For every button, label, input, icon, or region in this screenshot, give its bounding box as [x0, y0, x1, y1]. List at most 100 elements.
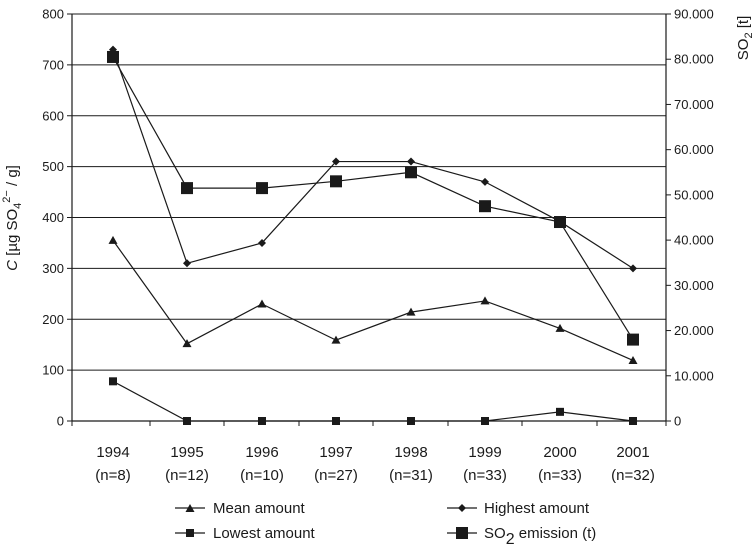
point-square-large	[256, 182, 268, 195]
series-group	[107, 45, 639, 425]
legend-label-mean: Mean amount	[213, 500, 306, 517]
point-square-small	[481, 417, 489, 425]
point-triangle	[108, 235, 118, 244]
point-square-small	[258, 417, 266, 425]
x-tick-sublabel: (n=32)	[611, 467, 655, 484]
series-line	[112, 240, 634, 362]
x-tick-sublabel: (n=31)	[389, 467, 433, 484]
legend-marker-square-small	[186, 529, 194, 537]
left-axis-tick-labels: 0 100 200 300 400 500 600 700 800	[42, 7, 72, 429]
point-square-small	[556, 407, 564, 416]
left-tick-label: 0	[57, 414, 64, 429]
point-diamond	[183, 259, 191, 268]
right-tick-label: 40.000	[674, 233, 714, 248]
point-triangle	[628, 355, 638, 364]
legend: Mean amount Highest amount Lowest amount…	[175, 500, 596, 548]
point-square-large	[554, 216, 566, 229]
left-tick-label: 700	[42, 57, 64, 72]
right-tick-label: 50.000	[674, 187, 714, 202]
legend-item-highest: Highest amount	[447, 500, 590, 517]
x-tick-label: 1997	[319, 444, 352, 461]
point-square-large	[479, 200, 491, 213]
x-tick-sublabel: (n=8)	[95, 467, 130, 484]
series-line	[112, 49, 634, 269]
point-triangle	[555, 323, 565, 332]
x-tick-label: 1996	[245, 444, 278, 461]
x-tick-sublabel: (n=27)	[314, 467, 358, 484]
series-line	[112, 56, 634, 340]
legend-label-so2-end: emission (t)	[515, 525, 597, 542]
legend-label-so2: SO2 emission (t)	[484, 525, 596, 548]
left-axis-title-sup: 2−	[1, 190, 13, 203]
x-axis-tick-labels: 1994 (n=8) 1995 (n=12) 1996 (n=10) 1997 (n=27) 1…	[71, 421, 667, 484]
series-1	[109, 45, 637, 273]
x-tick-label: 1995	[170, 444, 203, 461]
point-square-large	[405, 166, 417, 179]
left-axis-title-c: C	[4, 260, 21, 271]
point-triangle	[480, 296, 490, 305]
gridlines	[72, 13, 666, 371]
right-axis-title-end: [t]	[735, 16, 752, 33]
right-tick-label: 10.000	[674, 368, 714, 383]
x-tick-label: 1999	[468, 444, 501, 461]
left-tick-label: 600	[42, 108, 64, 123]
point-triangle	[182, 339, 192, 348]
point-diamond	[332, 157, 340, 166]
right-axis-title-sub: 2	[743, 32, 755, 38]
right-tick-label: 90.000	[674, 7, 714, 22]
point-diamond	[629, 264, 637, 273]
legend-marker-diamond	[458, 504, 466, 512]
right-axis-title-main: SO	[735, 39, 752, 61]
left-tick-label: 300	[42, 261, 64, 276]
right-tick-label: 20.000	[674, 323, 714, 338]
series-2	[109, 377, 637, 425]
left-tick-label: 100	[42, 363, 64, 378]
x-tick-label: 1998	[394, 444, 427, 461]
x-tick-label: 2000	[543, 444, 576, 461]
right-tick-label: 60.000	[674, 142, 714, 157]
legend-label-so2-sub: 2	[506, 531, 515, 548]
left-tick-label: 500	[42, 159, 64, 174]
legend-label-highest: Highest amount	[484, 500, 590, 517]
point-triangle	[331, 335, 341, 344]
point-square-small	[407, 417, 415, 425]
series-line	[112, 380, 634, 422]
right-axis-tick-labels: 0 10.000 20.000 30.000 40.000 50.000 60.000 70.…	[666, 7, 714, 429]
left-axis-title-sub: 4	[12, 203, 24, 209]
point-square-large	[107, 50, 119, 63]
legend-item-lowest: Lowest amount	[175, 525, 316, 542]
series-0	[108, 235, 638, 364]
x-tick-sublabel: (n=33)	[463, 467, 507, 484]
left-tick-label: 400	[42, 210, 64, 225]
point-square-large	[181, 182, 193, 195]
point-square-small	[629, 417, 637, 425]
right-tick-label: 70.000	[674, 97, 714, 112]
point-triangle	[406, 307, 416, 316]
left-tick-label: 200	[42, 312, 64, 327]
x-tick-sublabel: (n=10)	[240, 467, 284, 484]
legend-label-so2-main: SO	[484, 525, 506, 542]
x-tick-sublabel: (n=33)	[538, 467, 582, 484]
right-tick-label: 80.000	[674, 52, 714, 67]
point-square-small	[332, 417, 340, 425]
point-square-small	[183, 417, 191, 425]
right-axis-title: SO2 [t]	[735, 16, 755, 60]
right-tick-label: 0	[674, 414, 681, 429]
point-diamond	[258, 238, 266, 247]
point-square-large	[330, 175, 342, 188]
right-tick-label: 30.000	[674, 278, 714, 293]
point-square-large	[627, 333, 639, 346]
point-triangle	[257, 299, 267, 308]
left-axis-title-part: [µg SO	[4, 209, 21, 260]
left-axis-title: C [µg SO42− / g]	[1, 165, 24, 271]
series-3	[107, 50, 639, 346]
point-square-small	[109, 377, 117, 386]
x-tick-label: 2001	[616, 444, 649, 461]
legend-marker-triangle	[185, 504, 195, 512]
x-tick-sublabel: (n=12)	[165, 467, 209, 484]
point-diamond	[481, 177, 489, 186]
legend-marker-square-large	[456, 527, 468, 539]
legend-item-so2: SO2 emission (t)	[447, 525, 596, 548]
legend-item-mean: Mean amount	[175, 500, 306, 517]
